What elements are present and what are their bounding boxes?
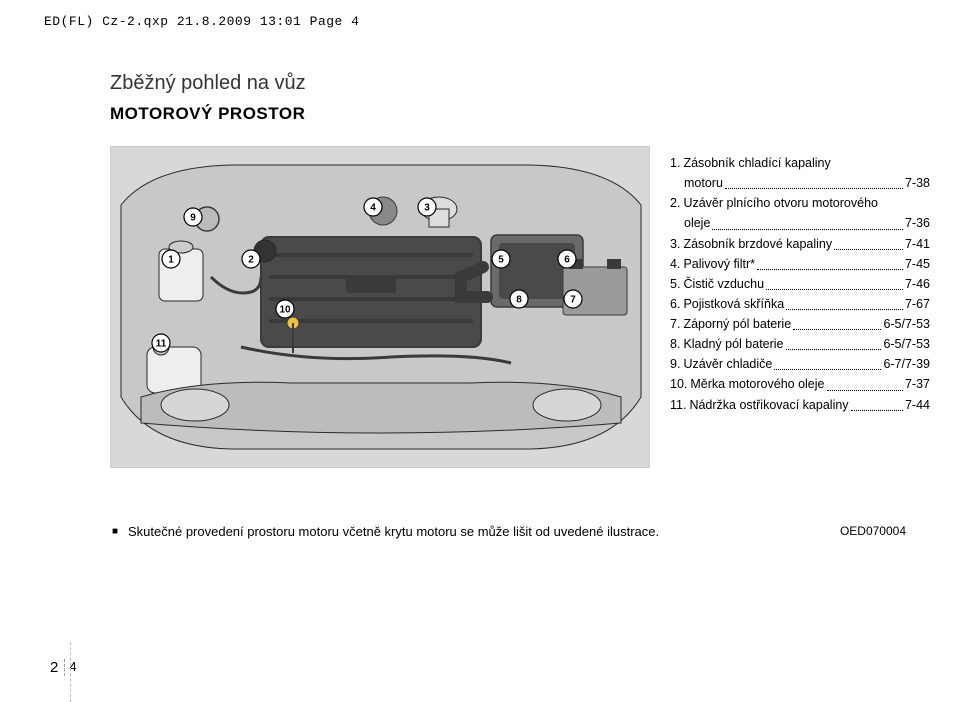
svg-text:10: 10 <box>279 305 291 316</box>
legend-label: Záporný pól baterie <box>683 315 791 333</box>
legend-num: 3. <box>670 235 683 253</box>
legend-dots <box>725 174 903 189</box>
svg-text:11: 11 <box>156 339 167 350</box>
legend-row: 9.Uzávěr chladiče 6-7/7-39 <box>670 355 930 373</box>
legend-page: 7-38 <box>905 174 930 192</box>
legend-dots <box>766 275 903 290</box>
print-header: ED(FL) Cz-2.qxp 21.8.2009 13:01 Page 4 <box>44 14 359 29</box>
legend-label: Zásobník chladící kapaliny <box>683 154 830 172</box>
svg-text:8: 8 <box>516 295 522 306</box>
legend-num: 10. <box>670 375 690 393</box>
legend-page: 7-44 <box>905 396 930 414</box>
legend-row: 1.Zásobník chladící kapaliny <box>670 154 930 172</box>
callout-1: 1 <box>162 250 180 268</box>
legend-row: 2.Uzávěr plnícího otvoru motorového <box>670 194 930 212</box>
decorative-dash <box>70 642 71 702</box>
callout-11: 11 <box>152 334 170 352</box>
legend-label: Palivový filtr* <box>683 255 755 273</box>
svg-text:1: 1 <box>168 255 174 266</box>
legend-num: 2. <box>670 194 683 212</box>
legend-dots <box>786 335 882 350</box>
legend-label: Měrka motorového oleje <box>690 375 824 393</box>
engine-diagram: 1 2 3 4 5 6 7 8 9 10 11 <box>110 146 650 468</box>
legend-row: motoru 7-38 <box>684 174 930 192</box>
legend-page: 7-46 <box>905 275 930 293</box>
callout-8: 8 <box>510 290 528 308</box>
callout-5: 5 <box>492 250 510 268</box>
callout-6: 6 <box>558 250 576 268</box>
legend-dots <box>851 396 903 411</box>
legend-label: Čistič vzduchu <box>683 275 764 293</box>
legend-label: motoru <box>684 174 723 192</box>
svg-text:2: 2 <box>248 255 254 266</box>
legend-row: 8.Kladný pól baterie 6-5/7-53 <box>670 335 930 353</box>
callout-3: 3 <box>418 198 436 216</box>
legend-num: 1. <box>670 154 683 172</box>
legend-row: 6.Pojistková skříňka 7-67 <box>670 295 930 313</box>
subsection-title: MOTOROVÝ PROSTOR <box>110 104 305 124</box>
callout-9: 9 <box>184 208 202 226</box>
svg-text:6: 6 <box>564 255 570 266</box>
legend-label: Uzávěr chladiče <box>683 355 772 373</box>
callout-4: 4 <box>364 198 382 216</box>
svg-text:9: 9 <box>190 213 196 224</box>
legend-dots <box>712 214 903 229</box>
footnote: Skutečné provedení prostoru motoru včetn… <box>128 524 659 539</box>
legend-page: 6-5/7-53 <box>883 315 930 333</box>
legend-page: 7-45 <box>905 255 930 273</box>
svg-text:4: 4 <box>370 203 376 214</box>
legend-dots <box>793 315 881 330</box>
legend-dots <box>827 375 903 390</box>
legend-num: 7. <box>670 315 683 333</box>
legend-row: oleje 7-36 <box>684 214 930 232</box>
legend-page: 7-36 <box>905 214 930 232</box>
legend-label: Uzávěr plnícího otvoru motorového <box>683 194 878 212</box>
legend-num: 11. <box>670 396 689 414</box>
legend-dots <box>834 235 903 250</box>
legend-row: 4.Palivový filtr* 7-45 <box>670 255 930 273</box>
legend-num: 4. <box>670 255 683 273</box>
legend-label: oleje <box>684 214 710 232</box>
legend-dots <box>757 255 903 270</box>
legend-page: 7-37 <box>905 375 930 393</box>
legend-row: 10.Měrka motorového oleje 7-37 <box>670 375 930 393</box>
svg-text:3: 3 <box>424 203 430 214</box>
legend-num: 6. <box>670 295 683 313</box>
svg-text:5: 5 <box>498 255 504 266</box>
legend-page: 7-67 <box>905 295 930 313</box>
legend-page: 6-7/7-39 <box>883 355 930 373</box>
legend-num: 5. <box>670 275 683 293</box>
legend-list: 1.Zásobník chladící kapaliny motoru 7-38 2.… <box>670 154 930 416</box>
chapter-number: 2 <box>50 659 65 676</box>
callout-2: 2 <box>242 250 260 268</box>
legend-label: Nádržka ostřikovací kapaliny <box>689 396 848 414</box>
legend-dots <box>774 355 881 370</box>
legend-label: Kladný pól baterie <box>683 335 783 353</box>
legend-row: 7.Záporný pól baterie 6-5/7-53 <box>670 315 930 333</box>
legend-page: 6-5/7-53 <box>883 335 930 353</box>
legend-label: Pojistková skříňka <box>683 295 784 313</box>
legend-num: 9. <box>670 355 683 373</box>
legend-label: Zásobník brzdové kapaliny <box>683 235 832 253</box>
callout-7: 7 <box>564 290 582 308</box>
legend-num: 8. <box>670 335 683 353</box>
page-number: 2 4 <box>50 659 77 676</box>
legend-row: 3.Zásobník brzdové kapaliny 7-41 <box>670 235 930 253</box>
legend-page: 7-41 <box>905 235 930 253</box>
legend-dots <box>786 295 903 310</box>
section-title: Zběžný pohled na vůz <box>110 72 306 95</box>
callout-10: 10 <box>276 300 294 318</box>
legend-row: 5.Čistič vzduchu 7-46 <box>670 275 930 293</box>
image-code: OED070004 <box>840 524 906 538</box>
legend-row: 11.Nádržka ostřikovací kapaliny 7-44 <box>670 396 930 414</box>
svg-text:7: 7 <box>570 295 576 306</box>
